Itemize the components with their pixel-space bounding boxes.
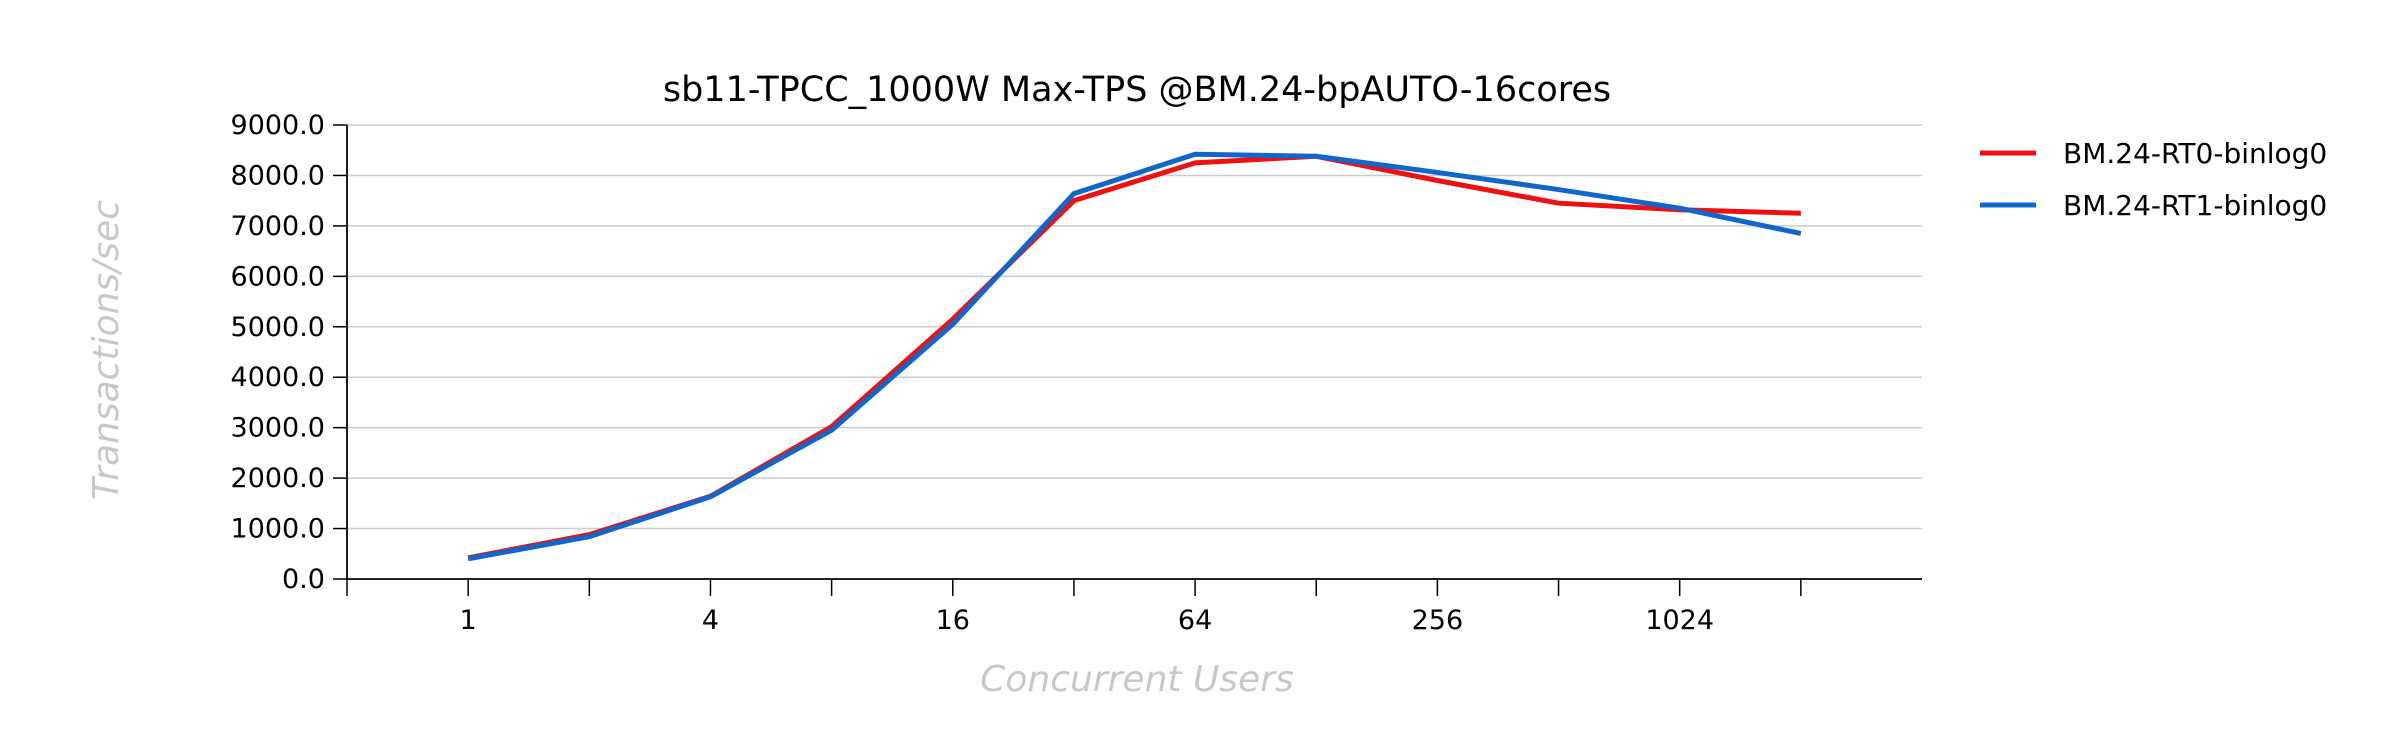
y-tick-label: 2000.0 xyxy=(231,463,325,494)
legend-label: BM.24-RT1-binlog0 xyxy=(2063,189,2327,222)
chart-title: sb11-TPCC_1000W Max-TPS @BM.24-bpAUTO-16… xyxy=(663,70,1611,110)
series-lines xyxy=(467,151,1802,562)
legend: BM.24-RT0-binlog0 BM.24-RT1-binlog0 xyxy=(1980,137,2327,222)
y-tick-label: 9000.0 xyxy=(231,110,325,141)
x-tick-label: 1024 xyxy=(1645,605,1714,636)
y-axis-title: Transactions/sec xyxy=(86,200,127,500)
x-tick-label: 4 xyxy=(702,605,719,636)
axes: 0.0 1000.0 2000.0 3000.0 4000.0 5000.0 6000.0 7… xyxy=(231,110,1922,636)
y-tick-label: 3000.0 xyxy=(231,413,325,444)
y-tick-label: 6000.0 xyxy=(231,261,325,292)
y-tick-label: 7000.0 xyxy=(231,211,325,242)
y-tick-label: 8000.0 xyxy=(231,160,325,191)
gridlines xyxy=(347,124,1922,530)
x-axis-title: Concurrent Users xyxy=(980,659,1294,700)
y-tick-label: 0.0 xyxy=(282,564,325,595)
y-tick-label: 5000.0 xyxy=(231,312,325,343)
y-tick-label: 1000.0 xyxy=(231,514,325,545)
x-tick-label: 256 xyxy=(1412,605,1464,636)
x-tick-label: 16 xyxy=(936,605,970,636)
x-tick-label: 1 xyxy=(460,605,477,636)
x-tick-label: 64 xyxy=(1178,605,1212,636)
series-line-1 xyxy=(467,153,1801,561)
legend-label: BM.24-RT0-binlog0 xyxy=(2063,137,2327,170)
y-tick-label: 4000.0 xyxy=(231,362,325,393)
series-line-2 xyxy=(467,151,1802,562)
